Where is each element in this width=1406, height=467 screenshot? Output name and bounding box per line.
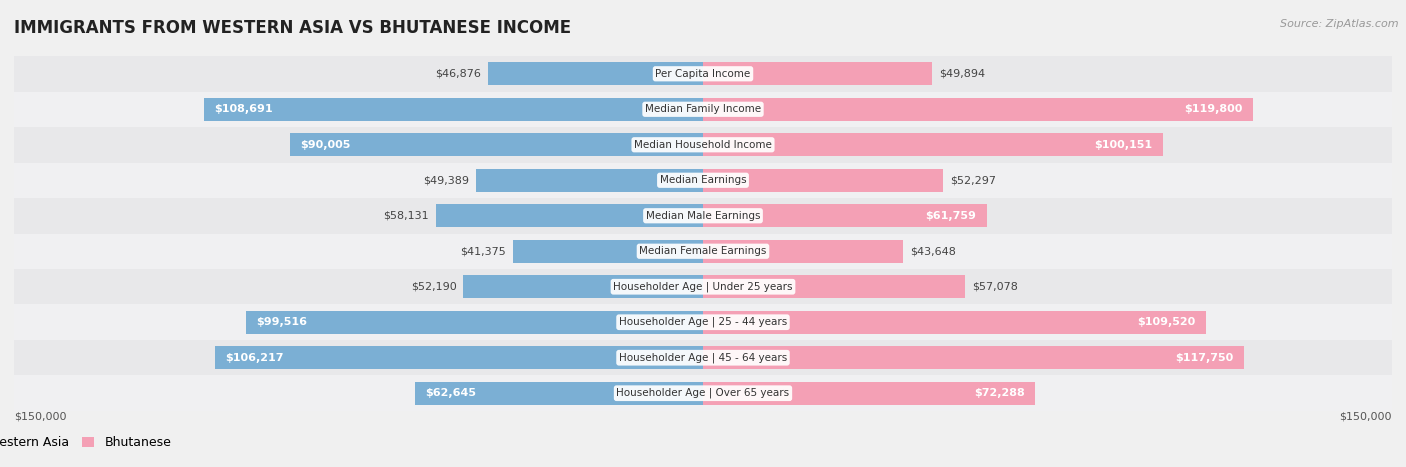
Bar — [703, 62, 932, 85]
Text: Median Female Earnings: Median Female Earnings — [640, 246, 766, 256]
Text: Source: ZipAtlas.com: Source: ZipAtlas.com — [1281, 19, 1399, 28]
Text: $61,759: $61,759 — [925, 211, 976, 221]
Text: Householder Age | 25 - 44 years: Householder Age | 25 - 44 years — [619, 317, 787, 327]
Bar — [14, 375, 1392, 411]
Text: $41,375: $41,375 — [460, 246, 506, 256]
Text: Householder Age | Over 65 years: Householder Age | Over 65 years — [616, 388, 790, 398]
Text: $90,005: $90,005 — [299, 140, 350, 150]
Bar — [703, 275, 965, 298]
Bar — [204, 98, 703, 121]
Bar — [215, 346, 703, 369]
Text: $49,389: $49,389 — [423, 175, 470, 185]
Bar — [246, 311, 703, 334]
Bar — [14, 56, 1392, 92]
Text: Median Family Income: Median Family Income — [645, 104, 761, 114]
Bar — [703, 204, 987, 227]
Bar — [464, 275, 703, 298]
Text: $150,000: $150,000 — [14, 412, 66, 422]
Bar — [14, 127, 1392, 163]
Bar — [14, 269, 1392, 304]
Text: Householder Age | 45 - 64 years: Householder Age | 45 - 64 years — [619, 353, 787, 363]
Text: $99,516: $99,516 — [256, 317, 308, 327]
Bar — [290, 133, 703, 156]
Text: $46,876: $46,876 — [434, 69, 481, 79]
Bar — [703, 98, 1253, 121]
Text: $52,297: $52,297 — [950, 175, 995, 185]
Text: Per Capita Income: Per Capita Income — [655, 69, 751, 79]
Bar — [14, 234, 1392, 269]
Bar — [703, 169, 943, 192]
Text: IMMIGRANTS FROM WESTERN ASIA VS BHUTANESE INCOME: IMMIGRANTS FROM WESTERN ASIA VS BHUTANES… — [14, 19, 571, 37]
Text: Householder Age | Under 25 years: Householder Age | Under 25 years — [613, 282, 793, 292]
Text: Median Earnings: Median Earnings — [659, 175, 747, 185]
Bar — [703, 311, 1206, 334]
Text: $52,190: $52,190 — [411, 282, 457, 292]
Bar — [703, 382, 1035, 405]
Bar — [703, 133, 1163, 156]
Legend: Immigrants from Western Asia, Bhutanese: Immigrants from Western Asia, Bhutanese — [0, 432, 176, 454]
Bar — [14, 163, 1392, 198]
Bar — [703, 240, 904, 263]
Bar — [14, 92, 1392, 127]
Bar — [488, 62, 703, 85]
Text: $43,648: $43,648 — [910, 246, 956, 256]
Bar — [703, 346, 1244, 369]
Bar — [436, 204, 703, 227]
Text: $106,217: $106,217 — [225, 353, 284, 363]
Bar — [14, 198, 1392, 234]
Bar — [513, 240, 703, 263]
Text: $117,750: $117,750 — [1175, 353, 1233, 363]
Text: $109,520: $109,520 — [1137, 317, 1195, 327]
Bar — [415, 382, 703, 405]
Text: $72,288: $72,288 — [974, 388, 1025, 398]
Text: $150,000: $150,000 — [1340, 412, 1392, 422]
Text: $58,131: $58,131 — [384, 211, 429, 221]
Text: $57,078: $57,078 — [972, 282, 1018, 292]
Text: $108,691: $108,691 — [214, 104, 273, 114]
Text: $100,151: $100,151 — [1094, 140, 1153, 150]
Text: Median Household Income: Median Household Income — [634, 140, 772, 150]
Text: Median Male Earnings: Median Male Earnings — [645, 211, 761, 221]
Text: $62,645: $62,645 — [426, 388, 477, 398]
Text: $119,800: $119,800 — [1184, 104, 1243, 114]
Bar — [14, 340, 1392, 375]
Text: $49,894: $49,894 — [939, 69, 986, 79]
Bar — [14, 304, 1392, 340]
Bar — [477, 169, 703, 192]
